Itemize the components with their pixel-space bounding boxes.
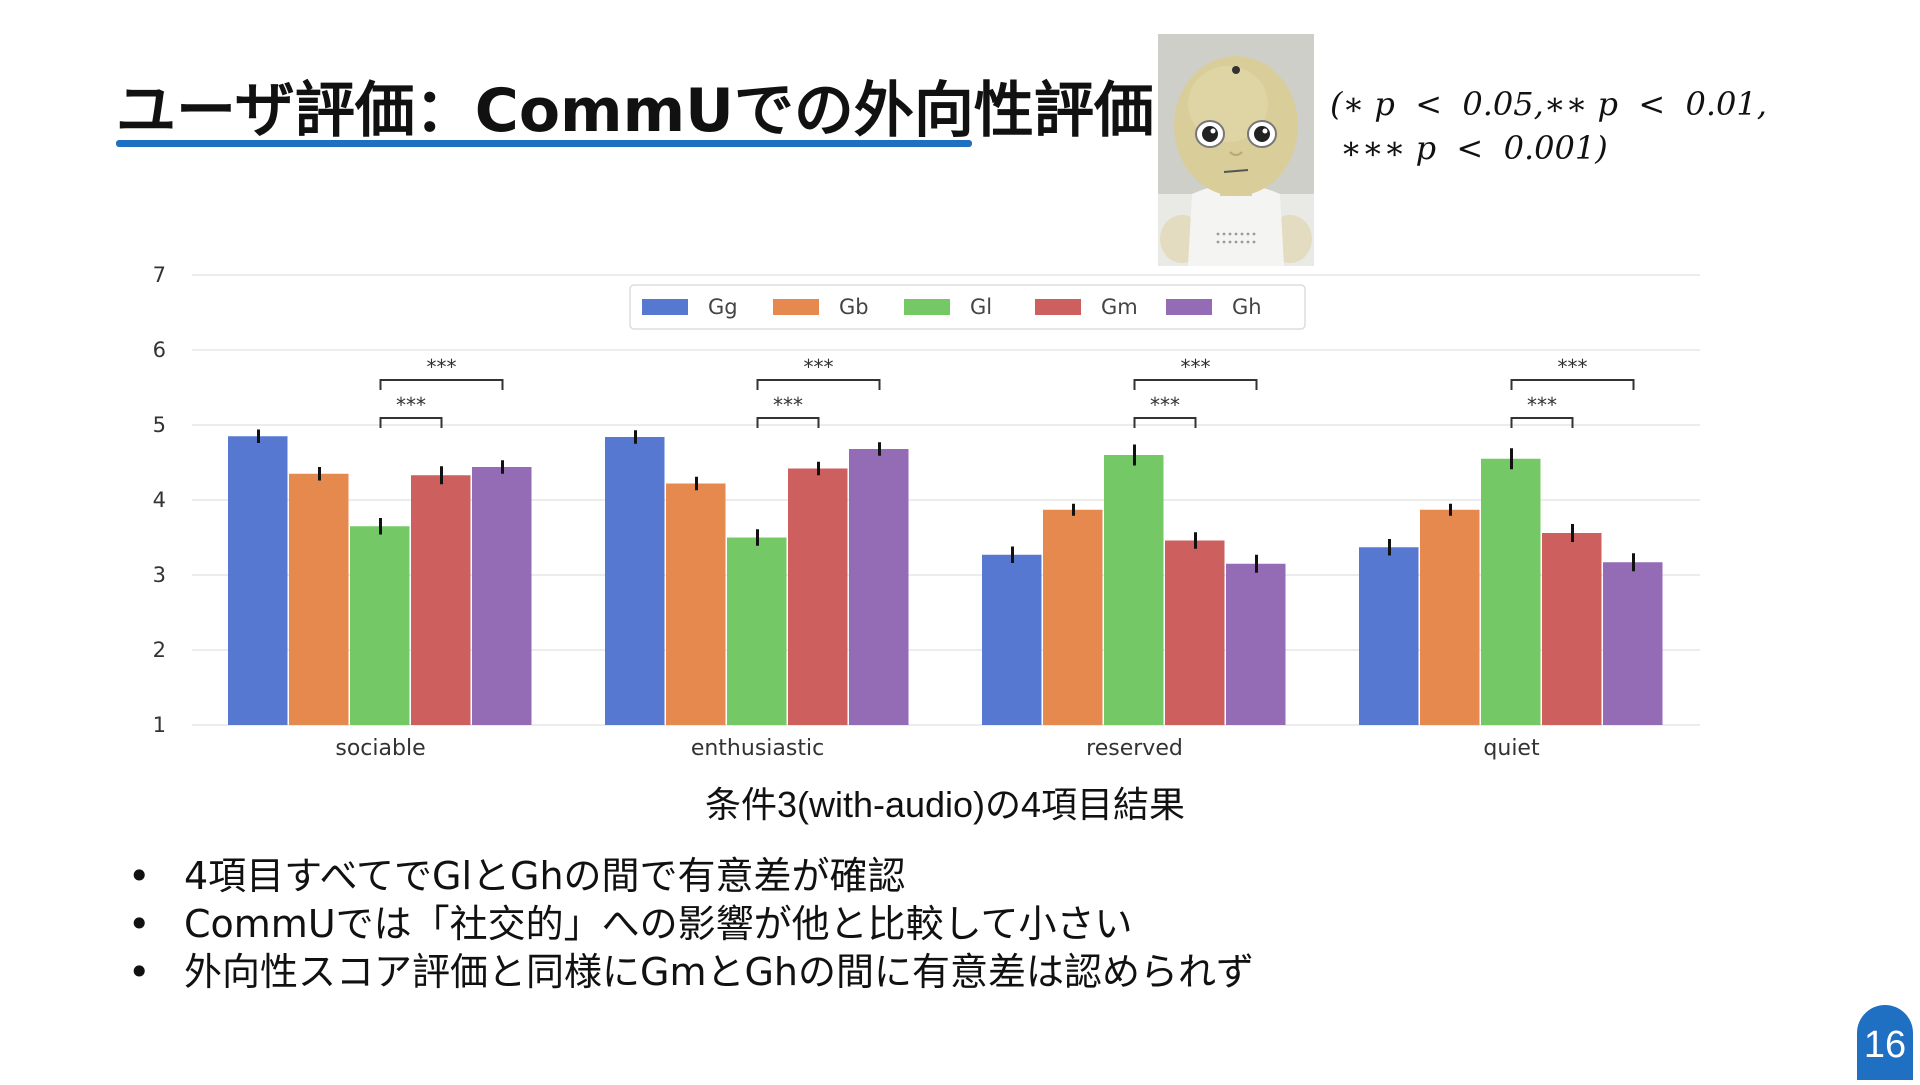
bullet-text: CommUでは「社交的」への影響が他と比較して小さい xyxy=(184,902,1133,946)
bullet-item: • CommUでは「社交的」への影響が他と比較して小さい xyxy=(128,900,1254,948)
robot-photo xyxy=(1158,34,1314,266)
x-tick-label: enthusiastic xyxy=(691,736,824,761)
bar-Gh-enthusiastic xyxy=(849,449,909,725)
y-tick-label: 1 xyxy=(153,713,166,737)
significance-bracket xyxy=(1133,379,1258,390)
y-tick-label: 5 xyxy=(153,413,166,437)
significance-label: *** xyxy=(396,393,426,417)
bar-Gl-enthusiastic xyxy=(727,537,787,725)
bar-Gb-reserved xyxy=(1043,509,1103,725)
legend: Gg Gb Gl Gm Gh xyxy=(629,284,1306,330)
bar-Gl-quiet xyxy=(1481,458,1541,725)
bar-Gm-sociable xyxy=(411,475,471,725)
bar-Gl-sociable xyxy=(350,526,410,725)
significance-label: *** xyxy=(1527,393,1557,417)
bar-Gg-sociable xyxy=(228,436,288,725)
y-tick-label: 2 xyxy=(153,638,166,662)
significance-bracket xyxy=(756,379,881,390)
legend-swatch xyxy=(904,299,950,315)
bar-Gm-enthusiastic xyxy=(788,468,848,725)
bars-layer: sociable enthusiastic reserved quiet xyxy=(228,429,1663,761)
bar-Gm-reserved xyxy=(1165,540,1225,725)
significance-bracket xyxy=(1133,417,1197,428)
bullet-text: 外向性スコア評価と同様にGmとGhの間に有意差は認められず xyxy=(184,950,1254,994)
page-number: 16 xyxy=(1857,1005,1913,1080)
significance-note-line1: (∗ p < 0.05,∗∗ p < 0.01, xyxy=(1330,85,1767,123)
significance-label: *** xyxy=(1150,393,1180,417)
bar-Gm-quiet xyxy=(1542,533,1602,725)
y-tick-label: 7 xyxy=(153,263,166,287)
bullet-item: • 4項目すべてでGlとGhの間で有意差が確認 xyxy=(128,852,1254,900)
slide-title: ユーザ評価：CommUでの外向性評価 xyxy=(116,76,1154,146)
bar-Gh-quiet xyxy=(1603,562,1663,725)
legend-label: Gg xyxy=(708,295,738,319)
significance-bracket xyxy=(1510,417,1574,428)
bar-Gg-enthusiastic xyxy=(605,437,665,725)
legend-swatch xyxy=(642,299,688,315)
bar-Gh-reserved xyxy=(1226,563,1286,725)
robot-illustration xyxy=(1158,34,1314,266)
bullet-item: • 外向性スコア評価と同様にGmとGhの間に有意差は認められず xyxy=(128,948,1254,996)
y-tick-label: 3 xyxy=(153,563,166,587)
significance-label: *** xyxy=(773,393,803,417)
bullet-dot: • xyxy=(128,950,151,994)
x-tick-label: sociable xyxy=(335,736,425,761)
bullet-text: 4項目すべてでGlとGhの間で有意差が確認 xyxy=(184,854,906,898)
legend-label: Gh xyxy=(1232,295,1262,319)
y-tick-label: 6 xyxy=(153,338,166,362)
legend-label: Gm xyxy=(1101,295,1138,319)
bar-Gl-reserved xyxy=(1104,455,1164,725)
bar-Gh-sociable xyxy=(472,467,532,725)
significance-label: *** xyxy=(427,355,457,379)
bar-Gb-quiet xyxy=(1420,509,1480,725)
legend-box xyxy=(629,284,1306,330)
bar-Gg-reserved xyxy=(982,554,1042,725)
title-underline xyxy=(116,140,972,147)
significance-bracket xyxy=(756,417,820,428)
significance-layer: ************************ xyxy=(379,355,1635,428)
chart-caption: 条件3(with-audio)の4項目結果 xyxy=(704,784,1186,825)
x-tick-label: reserved xyxy=(1086,736,1183,761)
y-tick-label: 4 xyxy=(153,488,166,512)
bar-Gg-quiet xyxy=(1359,547,1419,725)
significance-note: (∗ p < 0.05,∗∗ p < 0.01, ∗∗∗ p < 0.001) xyxy=(1330,82,1767,170)
legend-swatch xyxy=(1035,299,1081,315)
significance-bracket xyxy=(379,379,504,390)
significance-bracket xyxy=(1510,379,1635,390)
legend-label: Gb xyxy=(839,295,869,319)
bar-chart: 1 2 3 4 5 6 7 sociable enthusiastic reserved quie… xyxy=(153,263,1700,761)
bullet-dot: • xyxy=(128,902,151,946)
significance-label: *** xyxy=(1558,355,1588,379)
significance-bracket xyxy=(379,417,443,428)
bullet-dot: • xyxy=(128,854,151,898)
significance-note-line2: ∗∗∗ p < 0.001) xyxy=(1330,129,1608,167)
legend-swatch xyxy=(773,299,819,315)
bullet-list: • 4項目すべてでGlとGhの間で有意差が確認 • CommUでは「社交的」への影響… xyxy=(128,852,1254,996)
legend-label: Gl xyxy=(970,295,992,319)
x-tick-label: quiet xyxy=(1483,736,1540,761)
significance-label: *** xyxy=(1181,355,1211,379)
bar-Gb-sociable xyxy=(289,473,349,725)
significance-label: *** xyxy=(804,355,834,379)
bar-Gb-enthusiastic xyxy=(666,483,726,725)
legend-swatch xyxy=(1166,299,1212,315)
